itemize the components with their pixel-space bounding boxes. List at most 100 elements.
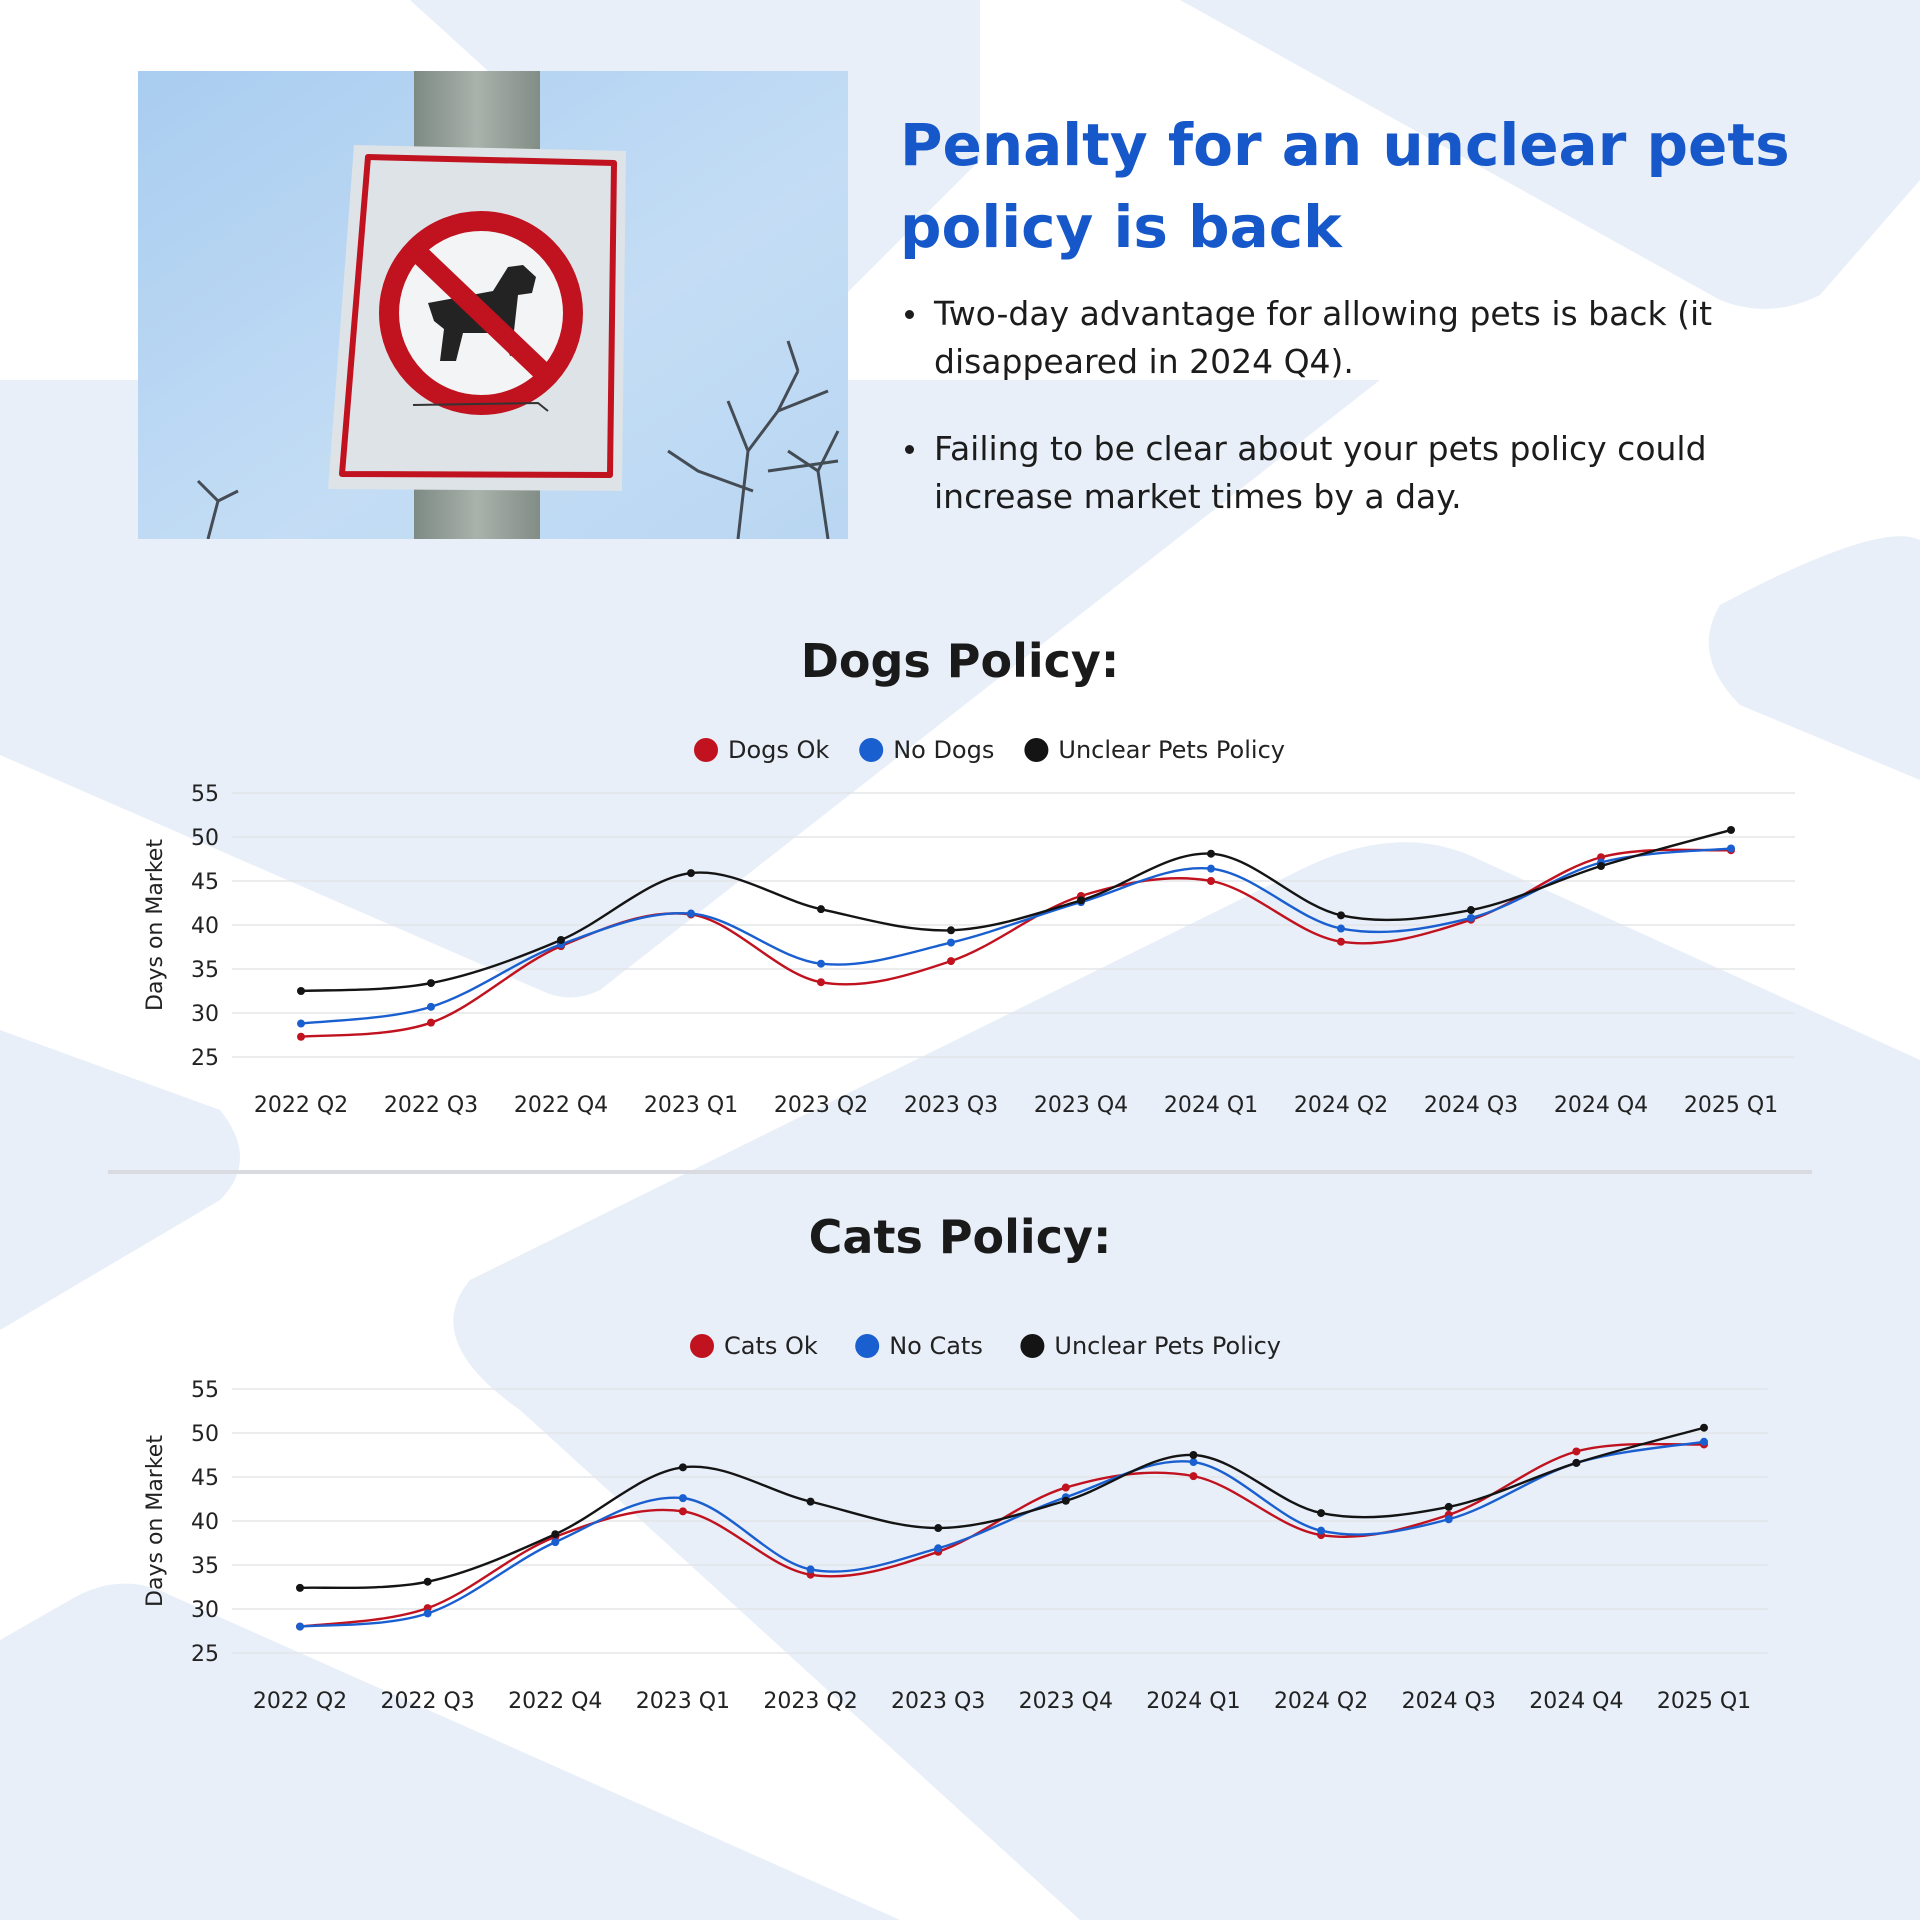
- series-line-no-cats: [299, 1440, 1705, 1628]
- legend-label-no-dogs: No Dogs: [893, 736, 994, 764]
- data-point-dogs-ok: [427, 1018, 435, 1027]
- data-point-unclear-pets-policy: [423, 1577, 432, 1586]
- x-tick-label: 2023 Q4: [1019, 1689, 1113, 1714]
- series-line-cats-ok: [299, 1442, 1705, 1628]
- data-point-no-dogs: [947, 938, 955, 947]
- data-point-no-dogs: [1467, 913, 1475, 922]
- data-point-unclear-pets-policy: [427, 979, 435, 988]
- data-point-no-cats: [934, 1544, 943, 1553]
- y-tick-label: 30: [191, 1598, 219, 1623]
- data-point-unclear-pets-policy: [1207, 849, 1215, 858]
- series-line-unclear-pets-policy: [299, 1426, 1705, 1590]
- section-divider: [108, 1170, 1812, 1174]
- data-point-no-cats: [551, 1538, 560, 1547]
- data-point-unclear-pets-policy: [296, 1583, 304, 1592]
- x-tick-label: 2022 Q2: [253, 1689, 347, 1714]
- data-point-no-dogs: [1337, 924, 1345, 933]
- data-point-unclear-pets-policy: [557, 935, 565, 944]
- x-tick-label: 2024 Q1: [1146, 1689, 1240, 1714]
- x-tick-label: 2022 Q3: [380, 1689, 474, 1714]
- x-tick-label: 2025 Q1: [1657, 1689, 1751, 1714]
- y-tick-label: 40: [191, 1510, 219, 1535]
- data-point-unclear-pets-policy: [1337, 911, 1345, 920]
- y-tick-label: 35: [191, 1554, 219, 1579]
- x-tick-label: 2023 Q2: [763, 1689, 857, 1714]
- legend-marker-no-cats: [855, 1334, 880, 1358]
- x-tick-label: 2022 Q3: [384, 1093, 478, 1118]
- dogs-policy-chart: 25 30 35 40 45 50 55 Days on Market 2022 Q2 2022 …: [143, 736, 1795, 1118]
- y-axis-label: Days on Market: [143, 1435, 168, 1607]
- data-point-cats-ok: [1189, 1472, 1198, 1481]
- bullet-list: Two-day advantage for allowing pets is b…: [900, 290, 1780, 560]
- cats-chart-title: Cats Policy:: [808, 1210, 1112, 1264]
- x-tick-label: 2024 Q4: [1554, 1093, 1648, 1118]
- data-point-unclear-pets-policy: [1572, 1458, 1581, 1467]
- series-line-no-dogs: [300, 847, 1732, 1025]
- x-tick-label: 2023 Q4: [1034, 1093, 1128, 1118]
- data-point-unclear-pets-policy: [806, 1497, 815, 1506]
- y-axis-label: Days on Market: [143, 839, 168, 1011]
- page-title: Penalty for an unclear pets policy is ba…: [900, 111, 1790, 261]
- data-point-unclear-pets-policy: [1189, 1451, 1198, 1459]
- x-tick-label: 2024 Q4: [1529, 1689, 1623, 1714]
- x-tick-label: 2025 Q1: [1684, 1093, 1778, 1118]
- y-tick-label: 55: [191, 782, 219, 807]
- no-dogs-sign-photo: [138, 71, 848, 539]
- data-point-no-dogs: [687, 909, 695, 918]
- y-tick-label: 30: [191, 1002, 219, 1027]
- x-tick-label: 2023 Q1: [636, 1689, 730, 1714]
- y-tick-label: 35: [191, 958, 219, 983]
- data-point-no-cats: [1444, 1515, 1453, 1524]
- y-tick-label: 50: [191, 826, 219, 851]
- legend-label-unclear-pets-policy: Unclear Pets Policy: [1058, 736, 1285, 764]
- data-point-dogs-ok: [297, 1032, 305, 1041]
- data-point-no-cats: [678, 1494, 687, 1503]
- data-point-unclear-pets-policy: [1467, 906, 1475, 915]
- x-tick-label: 2022 Q2: [254, 1093, 348, 1118]
- data-point-dogs-ok: [1337, 937, 1345, 946]
- legend-marker-unclear-pets-policy: [1024, 738, 1049, 762]
- cats-policy-chart: 25 30 35 40 45 50 55 Days on Market 2022 Q2 2022 …: [143, 1332, 1768, 1714]
- x-tick-label: 2024 Q2: [1294, 1093, 1388, 1118]
- data-point-unclear-pets-policy: [947, 926, 955, 935]
- bullet-item: Failing to be clear about your pets poli…: [900, 425, 1780, 521]
- data-point-no-dogs: [1727, 844, 1735, 853]
- data-point-no-dogs: [817, 959, 825, 968]
- series-line-unclear-pets-policy: [300, 828, 1732, 993]
- data-point-dogs-ok: [817, 978, 825, 987]
- x-tick-label: 2023 Q3: [904, 1093, 998, 1118]
- data-point-unclear-pets-policy: [1077, 896, 1085, 905]
- data-point-cats-ok: [678, 1507, 687, 1516]
- data-point-cats-ok: [1061, 1483, 1070, 1492]
- legend-label-dogs-ok: Dogs Ok: [728, 736, 829, 764]
- legend-marker-no-dogs: [859, 738, 884, 762]
- legend-label-cats-ok: Cats Ok: [724, 1332, 818, 1360]
- legend-label-unclear-pets-policy: Unclear Pets Policy: [1054, 1332, 1281, 1360]
- series-line-dogs-ok: [300, 848, 1732, 1038]
- x-tick-label: 2024 Q3: [1402, 1689, 1496, 1714]
- data-point-unclear-pets-policy: [297, 987, 305, 995]
- x-tick-label: 2023 Q1: [644, 1093, 738, 1118]
- data-point-no-dogs: [297, 1019, 305, 1028]
- y-tick-label: 25: [191, 1046, 219, 1071]
- bullet-item: Two-day advantage for allowing pets is b…: [900, 290, 1780, 386]
- legend-label-no-cats: No Cats: [889, 1332, 983, 1360]
- data-point-no-cats: [1189, 1458, 1198, 1467]
- y-tick-label: 45: [191, 1466, 219, 1491]
- data-point-no-dogs: [427, 1002, 435, 1011]
- data-point-dogs-ok: [1207, 877, 1215, 885]
- no-dogs-sign-icon: [328, 145, 626, 491]
- data-point-unclear-pets-policy: [687, 869, 695, 878]
- data-point-unclear-pets-policy: [1700, 1423, 1708, 1432]
- legend-marker-dogs-ok: [694, 738, 718, 762]
- y-tick-label: 40: [191, 914, 219, 939]
- data-point-no-cats: [423, 1609, 432, 1618]
- legend-marker-cats-ok: [690, 1334, 714, 1358]
- x-tick-label: 2022 Q4: [508, 1689, 602, 1714]
- data-point-no-cats: [1317, 1526, 1326, 1535]
- x-tick-label: 2022 Q4: [514, 1093, 608, 1118]
- x-tick-label: 2024 Q2: [1274, 1689, 1368, 1714]
- x-tick-label: 2023 Q2: [774, 1093, 868, 1118]
- data-point-cats-ok: [1572, 1447, 1581, 1456]
- data-point-no-cats: [806, 1565, 815, 1574]
